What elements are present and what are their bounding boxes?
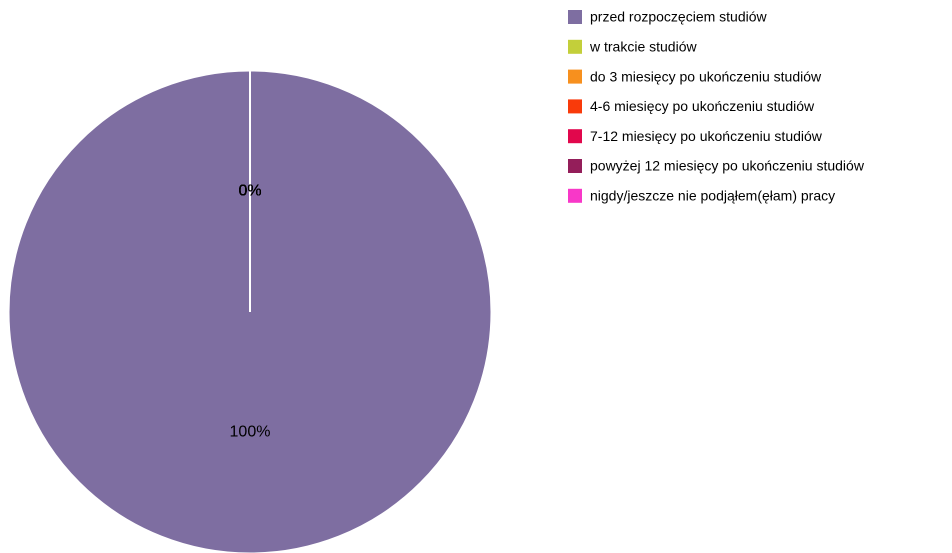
legend-label: nigdy/jeszcze nie podjąłem(ęłam) pracy — [590, 188, 835, 204]
data-label: 0% — [238, 183, 261, 200]
legend-swatch — [568, 99, 582, 114]
data-label: 0% — [238, 183, 261, 200]
legend-label: do 3 miesięcy po ukończeniu studiów — [590, 68, 822, 84]
legend-label: 7-12 miesięcy po ukończeniu studiów — [590, 128, 823, 144]
legend-swatch — [568, 159, 582, 173]
legend-swatch — [568, 129, 582, 144]
data-label: 0% — [238, 183, 261, 200]
legend-swatch — [568, 10, 582, 24]
legend-swatch — [568, 39, 582, 54]
legend-label: 4-6 miesięcy po ukończeniu studiów — [590, 98, 815, 114]
legend-swatch — [568, 69, 582, 84]
data-label: 0% — [238, 183, 261, 200]
data-label: 0% — [238, 183, 261, 200]
data-label: 0% — [238, 183, 261, 200]
legend-label: powyżej 12 miesięcy po ukończeniu studió… — [590, 158, 865, 174]
legend-label: przed rozpoczęciem studiów — [590, 9, 768, 25]
legend-swatch — [568, 188, 582, 203]
legend-label: w trakcie studiów — [589, 39, 697, 55]
data-label: 100% — [230, 424, 271, 441]
